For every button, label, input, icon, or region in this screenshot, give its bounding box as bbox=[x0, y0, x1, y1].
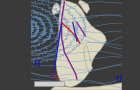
Polygon shape bbox=[78, 0, 90, 14]
Polygon shape bbox=[50, 83, 122, 90]
Polygon shape bbox=[56, 0, 106, 87]
Bar bbox=[122, 0, 140, 90]
Polygon shape bbox=[52, 3, 60, 14]
Text: H: H bbox=[116, 75, 122, 84]
Bar bbox=[34, 81, 64, 86]
Text: H: H bbox=[33, 60, 40, 69]
Polygon shape bbox=[84, 45, 92, 72]
Bar bbox=[0, 0, 31, 90]
